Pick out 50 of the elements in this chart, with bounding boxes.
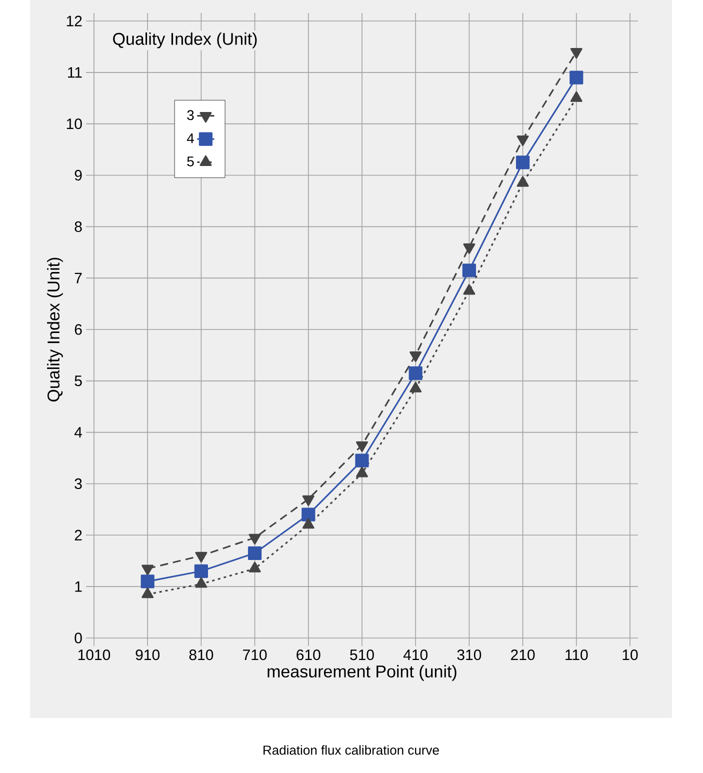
- point: [516, 156, 530, 170]
- y-tick-label: 0: [74, 632, 82, 644]
- y-tick-label: 1: [75, 581, 82, 592]
- point: [463, 243, 476, 254]
- point: [142, 587, 154, 598]
- x-tick-label: 810: [189, 650, 214, 660]
- y-tick-label: 2: [74, 530, 82, 540]
- y-tick-label: 4: [74, 427, 82, 438]
- text: Radiation flux calibration curve: [264, 745, 439, 755]
- point: [516, 135, 529, 146]
- point: [302, 518, 314, 529]
- x-tick-label: 910: [136, 650, 160, 660]
- point: [248, 546, 262, 560]
- x-axis-title: measurement Point (unit): [268, 665, 456, 681]
- x-tick-label: 10: [622, 650, 638, 660]
- y-tick-label: 3: [74, 478, 82, 490]
- point: [248, 562, 261, 572]
- y-tick-label: 5: [74, 376, 82, 386]
- point: [195, 577, 208, 588]
- point: [463, 284, 476, 295]
- x-tick-label: 510: [350, 650, 374, 660]
- point: [356, 466, 368, 478]
- x-tick-label: 210: [511, 650, 535, 660]
- point: [140, 574, 154, 588]
- annotation: Quality Index (Unit): [113, 32, 257, 48]
- x-tick-label: 310: [457, 650, 482, 660]
- x-tick-label: 410: [403, 650, 428, 660]
- y-axis-title: Quality Index (Unit): [47, 258, 63, 402]
- y-tick-label: 12: [66, 16, 82, 26]
- point: [462, 264, 476, 278]
- legend-label: 5: [187, 156, 194, 166]
- point: [408, 366, 422, 380]
- point: [355, 454, 369, 468]
- point: [302, 508, 316, 522]
- y-tick-label: 10: [66, 118, 82, 130]
- y-tick-label: 11: [68, 67, 82, 78]
- legend-label: 4: [186, 133, 194, 144]
- y-tick-label: 8: [74, 221, 82, 232]
- x-tick-label: 1010: [78, 650, 110, 660]
- x-tick-label: 110: [566, 650, 588, 660]
- x-tick-label: 610: [296, 650, 320, 660]
- y-tick-label: 7: [74, 272, 82, 284]
- point: [570, 70, 584, 84]
- legend-label: 3: [187, 110, 194, 120]
- point: [570, 48, 582, 59]
- point: [194, 564, 208, 578]
- x-tick-label: 710: [243, 650, 267, 660]
- y-tick-label: 6: [74, 324, 82, 335]
- y-tick-label: 9: [74, 170, 82, 181]
- point: [410, 382, 422, 392]
